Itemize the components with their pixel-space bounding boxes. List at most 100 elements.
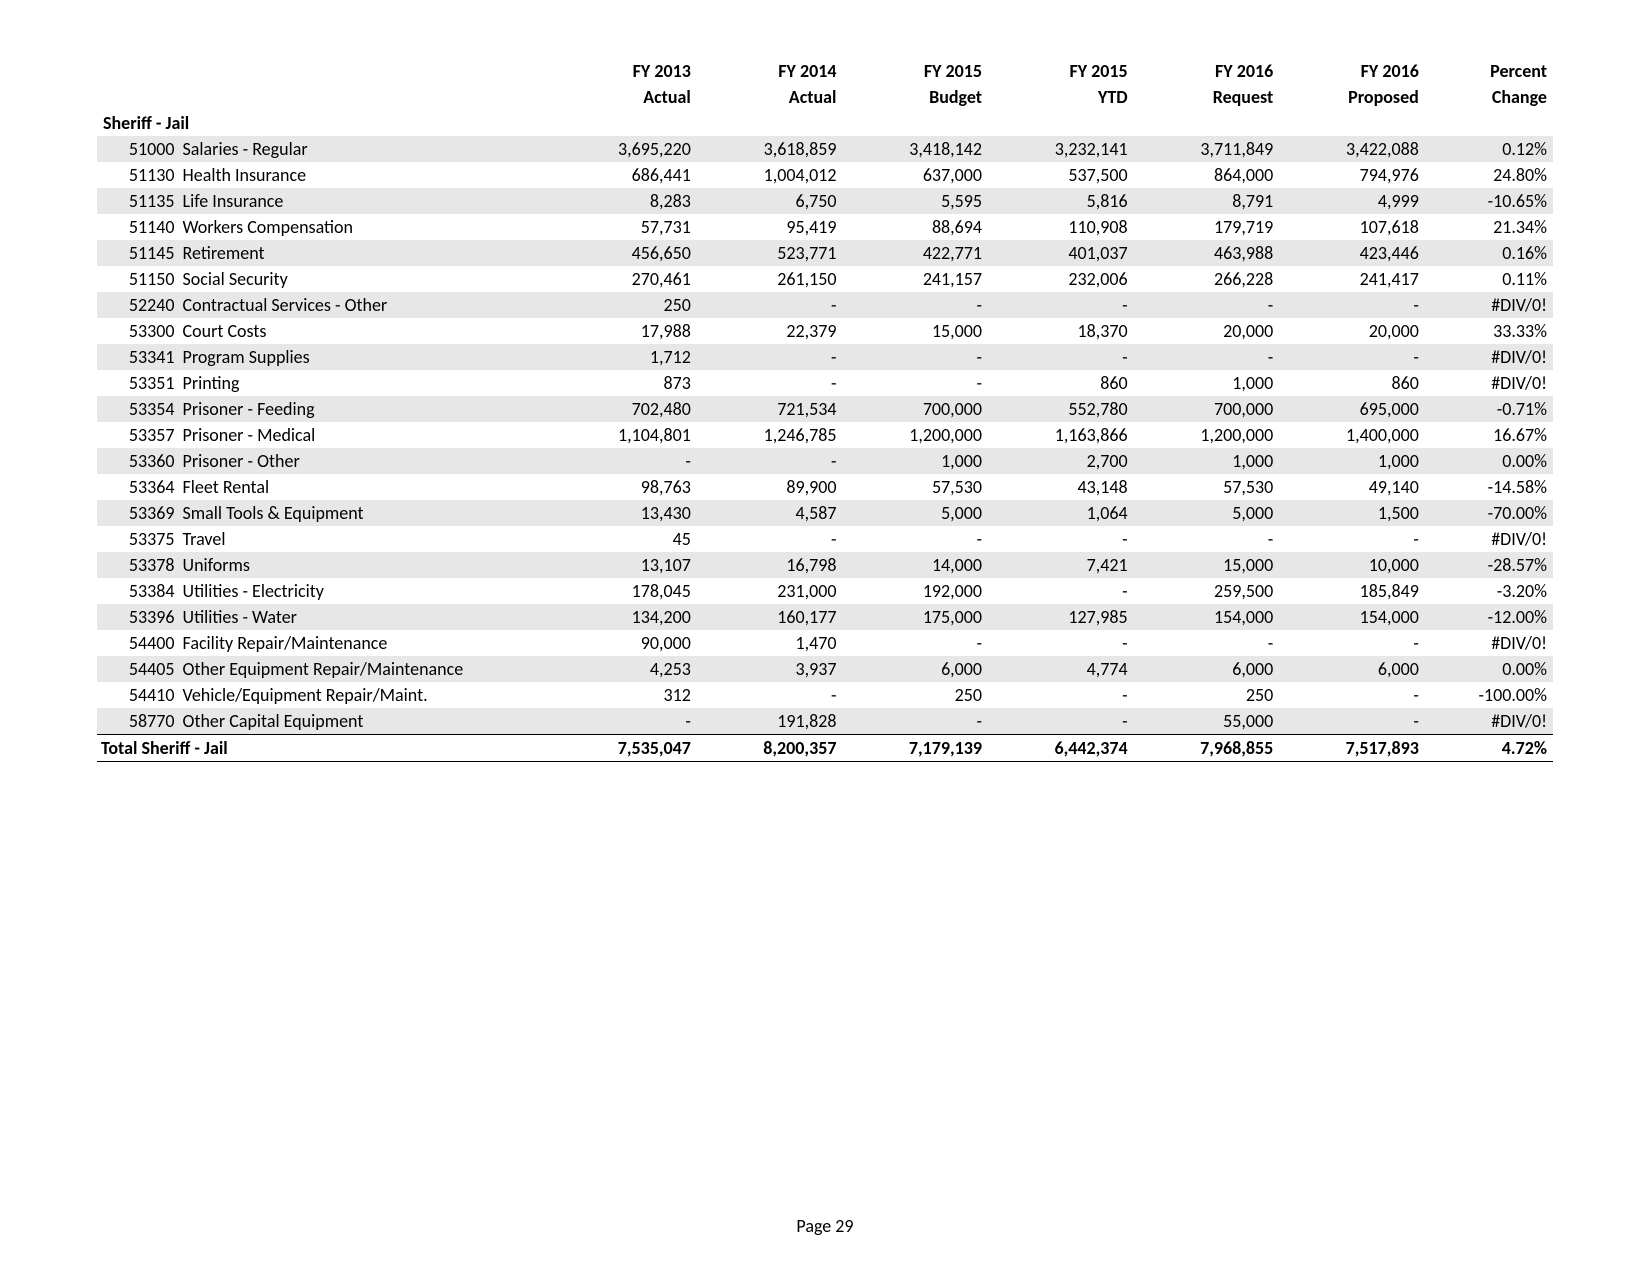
row-percent: 33.33%	[1425, 318, 1553, 344]
row-value: -	[988, 682, 1134, 708]
row-value: 794,976	[1279, 162, 1425, 188]
row-value: 178,045	[551, 578, 697, 604]
table-row: 53360Prisoner - Other--1,0002,7001,0001,…	[97, 448, 1553, 474]
row-value: 160,177	[697, 604, 843, 630]
row-value: 1,000	[1134, 448, 1280, 474]
row-code: 53384	[97, 578, 179, 604]
row-value: 686,441	[551, 162, 697, 188]
row-value: -	[697, 292, 843, 318]
row-value: -	[1279, 708, 1425, 735]
row-code: 51140	[97, 214, 179, 240]
row-code: 51130	[97, 162, 179, 188]
row-code: 53360	[97, 448, 179, 474]
row-percent: 0.12%	[1425, 136, 1553, 162]
row-description: Utilities - Water	[179, 604, 552, 630]
row-value: 107,618	[1279, 214, 1425, 240]
row-value: -	[697, 370, 843, 396]
row-percent: 16.67%	[1425, 422, 1553, 448]
row-value: -	[988, 526, 1134, 552]
row-value: 45	[551, 526, 697, 552]
col-header: FY 2013	[551, 58, 697, 84]
row-value: 537,500	[988, 162, 1134, 188]
total-value: 7,968,855	[1134, 735, 1280, 762]
row-description: Prisoner - Feeding	[179, 396, 552, 422]
table-row: 58770Other Capital Equipment-191,828--55…	[97, 708, 1553, 735]
row-code: 53357	[97, 422, 179, 448]
row-value: 15,000	[1134, 552, 1280, 578]
table-row: 54400Facility Repair/Maintenance90,0001,…	[97, 630, 1553, 656]
row-value: 5,000	[1134, 500, 1280, 526]
row-code: 54400	[97, 630, 179, 656]
row-percent: #DIV/0!	[1425, 630, 1553, 656]
row-value: 57,731	[551, 214, 697, 240]
row-description: Social Security	[179, 266, 552, 292]
row-value: 185,849	[1279, 578, 1425, 604]
total-row: Total Sheriff - Jail7,535,0478,200,3577,…	[97, 735, 1553, 762]
page-number: Page 29	[0, 1215, 1650, 1237]
table-row: 53300Court Costs17,98822,37915,00018,370…	[97, 318, 1553, 344]
col-header: FY 2015	[988, 58, 1134, 84]
row-value: 1,104,801	[551, 422, 697, 448]
row-value: 13,430	[551, 500, 697, 526]
row-value: 3,618,859	[697, 136, 843, 162]
row-value: 721,534	[697, 396, 843, 422]
row-percent: #DIV/0!	[1425, 370, 1553, 396]
table-row: 51150Social Security270,461261,150241,15…	[97, 266, 1553, 292]
row-value: 261,150	[697, 266, 843, 292]
table-row: 53375Travel45-----#DIV/0!	[97, 526, 1553, 552]
row-value: 3,418,142	[842, 136, 988, 162]
row-value: -	[988, 630, 1134, 656]
row-percent: -10.65%	[1425, 188, 1553, 214]
row-value: 6,000	[1279, 656, 1425, 682]
row-value: 523,771	[697, 240, 843, 266]
total-value: 7,179,139	[842, 735, 988, 762]
row-value: 110,908	[988, 214, 1134, 240]
row-value: 3,232,141	[988, 136, 1134, 162]
row-value: 43,148	[988, 474, 1134, 500]
row-value: 702,480	[551, 396, 697, 422]
row-percent: 0.00%	[1425, 656, 1553, 682]
col-subheader: Actual	[697, 84, 843, 110]
row-value: 231,000	[697, 578, 843, 604]
row-value: 1,712	[551, 344, 697, 370]
row-value: 16,798	[697, 552, 843, 578]
row-value: -	[1279, 344, 1425, 370]
table-row: 51000Salaries - Regular3,695,2203,618,85…	[97, 136, 1553, 162]
row-value: -	[551, 448, 697, 474]
row-value: -	[842, 526, 988, 552]
row-description: Travel	[179, 526, 552, 552]
row-code: 51000	[97, 136, 179, 162]
row-value: 401,037	[988, 240, 1134, 266]
row-percent: -12.00%	[1425, 604, 1553, 630]
row-value: 552,780	[988, 396, 1134, 422]
row-value: 20,000	[1134, 318, 1280, 344]
row-value: -	[1279, 526, 1425, 552]
row-value: 695,000	[1279, 396, 1425, 422]
row-value: 3,711,849	[1134, 136, 1280, 162]
row-code: 54405	[97, 656, 179, 682]
row-percent: #DIV/0!	[1425, 708, 1553, 735]
row-value: 4,253	[551, 656, 697, 682]
row-value: -	[1134, 526, 1280, 552]
row-value: 5,000	[842, 500, 988, 526]
row-value: 134,200	[551, 604, 697, 630]
row-description: Other Capital Equipment	[179, 708, 552, 735]
row-description: Contractual Services - Other	[179, 292, 552, 318]
row-percent: -70.00%	[1425, 500, 1553, 526]
row-value: 175,000	[842, 604, 988, 630]
row-value: -	[697, 344, 843, 370]
row-value: 250	[1134, 682, 1280, 708]
row-value: 241,417	[1279, 266, 1425, 292]
row-value: 7,421	[988, 552, 1134, 578]
row-percent: #DIV/0!	[1425, 292, 1553, 318]
row-code: 53375	[97, 526, 179, 552]
row-value: -	[551, 708, 697, 735]
row-value: 5,816	[988, 188, 1134, 214]
row-value: 860	[1279, 370, 1425, 396]
row-value: 3,695,220	[551, 136, 697, 162]
row-value: 8,791	[1134, 188, 1280, 214]
table-row: 53396Utilities - Water134,200160,177175,…	[97, 604, 1553, 630]
row-value: 2,700	[988, 448, 1134, 474]
row-value: 22,379	[697, 318, 843, 344]
row-value: 88,694	[842, 214, 988, 240]
